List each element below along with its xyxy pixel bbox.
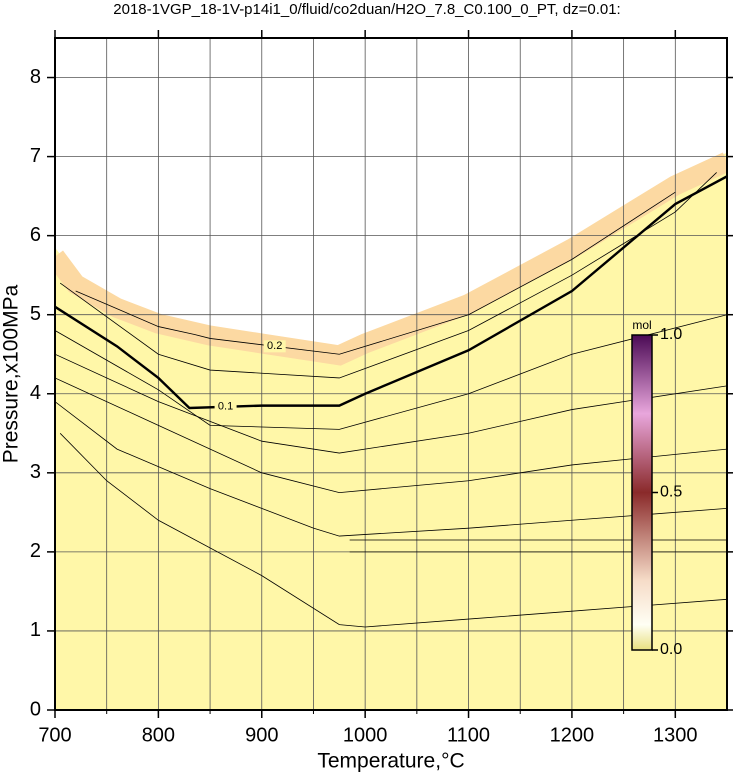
- y-tick-label: 3: [30, 461, 41, 483]
- contour-label-bg: [214, 400, 237, 413]
- contour-line: [55, 377, 727, 493]
- y-tick-label: 5: [30, 303, 41, 325]
- contour-line: [59, 172, 717, 379]
- x-tick-label: 1200: [550, 724, 595, 746]
- contour-label: 0.2: [267, 340, 282, 352]
- x-tick-label: 1100: [447, 724, 490, 746]
- y-axis-title: Pressure,x100MPa: [0, 284, 23, 463]
- contour-line: [59, 433, 727, 628]
- colorbar-tick-label: 0.5: [660, 484, 682, 501]
- contour-label: 0.1: [218, 401, 233, 413]
- overlay: 700 800 900 1000 1100 1200 1300 0 1 2 3 4 5 6 7 8 mol 0.0…: [30, 30, 733, 746]
- y-tick-label: 2: [30, 540, 41, 562]
- x-tick-label: 800: [142, 724, 175, 746]
- colorbar-tick-label: 1.0: [660, 326, 682, 343]
- contour-line: [55, 353, 727, 454]
- chart-title: 2018-1VGP_18-1V-p14i1_0/fluid/co2duan/H2…: [113, 1, 620, 18]
- y-tick-label: 6: [30, 224, 41, 246]
- plot-frame: [54, 37, 728, 711]
- data-region: [55, 152, 727, 710]
- x-tick-label: 1000: [343, 724, 388, 746]
- colorbar-unit: mol: [632, 318, 651, 332]
- colorbar: [631, 334, 653, 651]
- x-axis-title: Temperature,°C: [317, 750, 464, 773]
- plot-area: 0.1 0.2: [55, 38, 727, 710]
- y-tick-label: 1: [30, 619, 41, 641]
- x-tick-label: 700: [38, 724, 71, 746]
- y-tick-label: 0: [30, 698, 41, 720]
- x-tick-label: 1300: [653, 724, 698, 746]
- contour-line: [55, 314, 727, 430]
- y-tick-label: 7: [30, 145, 41, 167]
- x-tick-label: 900: [245, 724, 278, 746]
- contour-line: [55, 175, 727, 410]
- contour-label-bg: [263, 340, 286, 353]
- contour-line: [55, 401, 727, 537]
- colorbar-tick-label: 0.0: [660, 641, 682, 658]
- y-tick-label: 8: [30, 66, 41, 88]
- y-tick-label: 4: [30, 382, 41, 404]
